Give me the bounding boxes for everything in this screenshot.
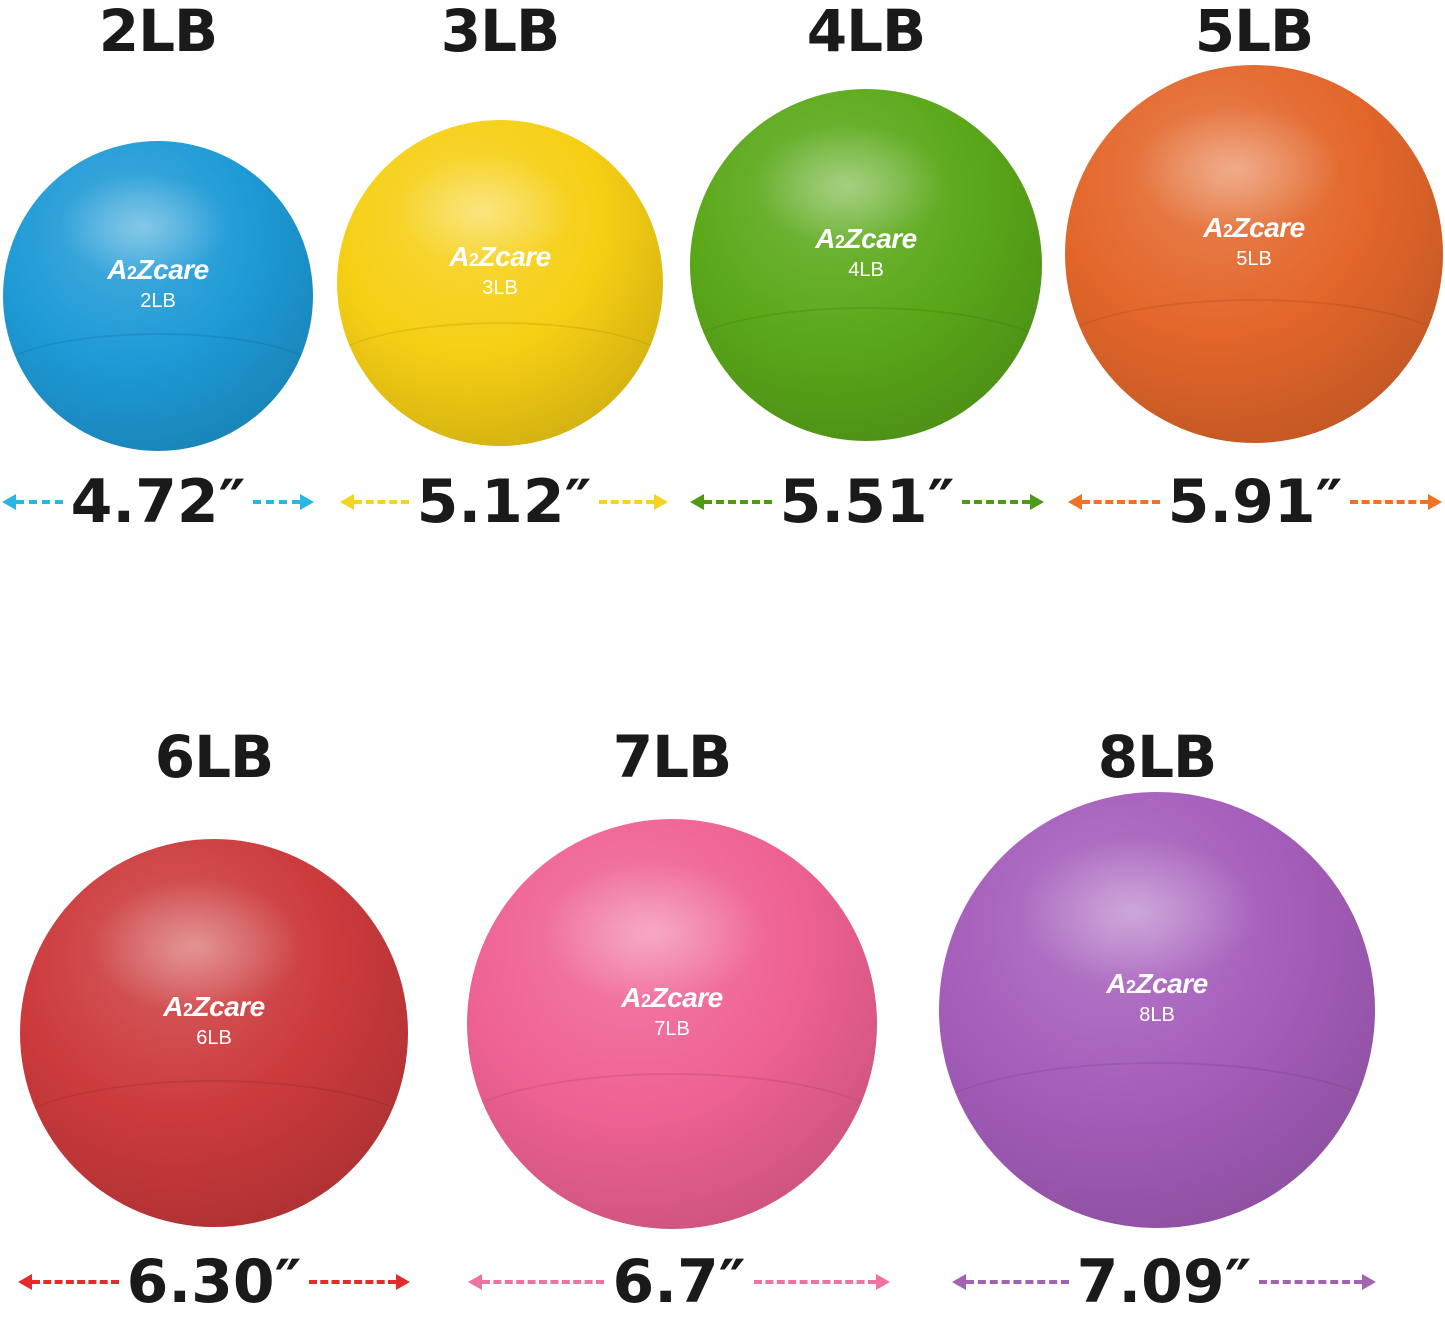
- brand-logo: A2Zcare: [1106, 968, 1208, 999]
- arrow-left-icon: [1068, 494, 1082, 510]
- diameter-value: 5.91″: [1167, 467, 1343, 537]
- diameter-value: 6.30″: [126, 1247, 302, 1317]
- ball-weight-label: 6LB: [196, 1027, 232, 1049]
- dashed-line: [1082, 500, 1160, 504]
- brand-logo: A2Zcare: [449, 241, 551, 272]
- ball-highlight: [1017, 835, 1258, 989]
- dashed-line: [1259, 1280, 1362, 1284]
- ball-seam: [467, 1073, 877, 1198]
- brand-logo: A2Zcare: [1203, 212, 1305, 243]
- ball-4lb: A2Zcare 4LB: [690, 89, 1042, 441]
- ball-highlight: [753, 124, 947, 248]
- dashed-line: [599, 500, 654, 504]
- ball-highlight: [395, 152, 575, 267]
- ball-highlight: [89, 877, 304, 1014]
- weight-heading: 3LB: [440, 0, 561, 65]
- ball-seam: [1065, 299, 1443, 414]
- ball-weight-label: 7LB: [654, 1018, 690, 1040]
- arrow-left-icon: [468, 1274, 482, 1290]
- diameter-value: 4.72″: [70, 467, 246, 537]
- weight-heading: 4LB: [806, 0, 927, 65]
- ball-7lb: A2Zcare 7LB: [467, 819, 877, 1229]
- ball-5lb: A2Zcare 5LB: [1065, 65, 1443, 443]
- brand-logo: A2Zcare: [107, 254, 209, 285]
- diameter-measure: 6.30″: [18, 1252, 410, 1312]
- dashed-line: [16, 500, 63, 504]
- dashed-line: [354, 500, 409, 504]
- weight-heading: 5LB: [1194, 0, 1315, 65]
- diameter-measure: 6.7″: [468, 1247, 891, 1317]
- ball-2lb: A2Zcare 2LB: [3, 141, 313, 451]
- weight-heading: 2LB: [98, 0, 219, 65]
- weight-heading: 6LB: [154, 723, 275, 791]
- dashed-line: [704, 500, 772, 504]
- brand-logo: A2Zcare: [621, 982, 723, 1013]
- diameter-value: 5.12″: [416, 467, 592, 537]
- dashed-line: [309, 1280, 396, 1284]
- dashed-line: [753, 1280, 877, 1284]
- ball-weight-label: 3LB: [482, 277, 518, 299]
- ball-highlight: [1133, 102, 1341, 236]
- ball-3lb: A2Zcare 3LB: [337, 120, 663, 446]
- dashed-line: [253, 500, 300, 504]
- diameter-measure: 5.51″: [690, 472, 1044, 532]
- diameter-measure: 5.91″: [1068, 472, 1442, 532]
- arrow-right-icon: [1428, 494, 1442, 510]
- brand-logo: A2Zcare: [163, 991, 265, 1022]
- brand-logo: A2Zcare: [815, 223, 917, 254]
- ball-highlight: [540, 860, 767, 1004]
- dashed-line: [966, 1280, 1069, 1284]
- diameter-measure: 5.12″: [340, 472, 668, 532]
- arrow-right-icon: [300, 494, 314, 510]
- diameter-measure: 7.09″: [952, 1252, 1376, 1312]
- arrow-right-icon: [876, 1274, 891, 1290]
- ball-weight-label: 8LB: [1139, 1004, 1175, 1026]
- dashed-line: [482, 1280, 605, 1284]
- dashed-line: [962, 500, 1030, 504]
- ball-weight-label: 5LB: [1236, 248, 1272, 270]
- diameter-measure: 4.72″: [2, 472, 314, 532]
- arrow-right-icon: [1362, 1274, 1376, 1290]
- dashed-line: [1350, 500, 1428, 504]
- ball-seam: [337, 322, 663, 422]
- ball-highlight: [58, 172, 230, 281]
- ball-weight-label: 2LB: [140, 290, 176, 312]
- ball-seam: [939, 1062, 1375, 1195]
- arrow-left-icon: [952, 1274, 966, 1290]
- arrow-left-icon: [340, 494, 354, 510]
- weight-heading: 7LB: [612, 723, 733, 791]
- arrow-right-icon: [654, 494, 668, 510]
- dashed-line: [32, 1280, 119, 1284]
- arrow-left-icon: [18, 1274, 32, 1290]
- ball-seam: [690, 307, 1042, 415]
- ball-weight-label: 4LB: [848, 259, 884, 281]
- arrow-right-icon: [1030, 494, 1044, 510]
- ball-seam: [3, 333, 313, 428]
- diameter-value: 5.51″: [779, 467, 955, 537]
- ball-seam: [20, 1079, 408, 1198]
- weight-heading: 8LB: [1097, 723, 1218, 791]
- arrow-left-icon: [2, 494, 16, 510]
- ball-6lb: A2Zcare 6LB: [20, 839, 408, 1227]
- diameter-value: 6.7″: [612, 1247, 746, 1317]
- ball-8lb: A2Zcare 8LB: [939, 792, 1375, 1228]
- arrow-left-icon: [690, 494, 704, 510]
- diameter-value: 7.09″: [1076, 1247, 1252, 1317]
- arrow-right-icon: [396, 1274, 410, 1290]
